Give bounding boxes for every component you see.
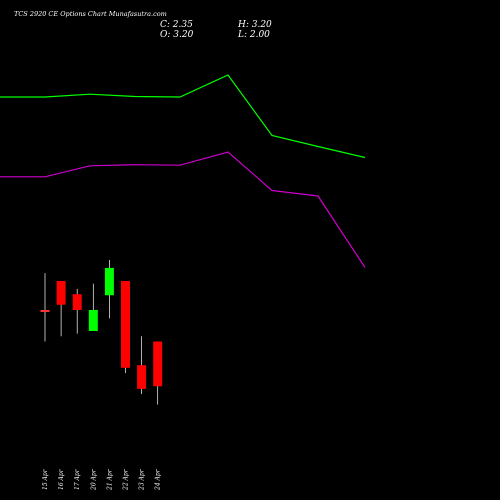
lower-indicator-line: [0, 151, 366, 268]
candle-body: [121, 281, 130, 368]
indicator-lines: [0, 74, 366, 268]
candle-body: [72, 294, 82, 310]
high-readout: H: 3.20: [237, 20, 272, 30]
x-tick-label: 16 Apr: [58, 468, 65, 490]
candle-body: [153, 341, 163, 387]
candle-body: [137, 365, 147, 389]
low-readout: L: 2.00: [237, 30, 270, 40]
candle: [153, 341, 163, 405]
x-tick-label: 24 Apr: [155, 468, 162, 491]
candle-body: [88, 309, 98, 332]
candle: [56, 281, 66, 337]
open-readout: O: 3.20: [160, 30, 194, 40]
x-tick-label: 20 Apr: [90, 468, 97, 491]
candle: [88, 283, 98, 332]
candle-body: [56, 281, 66, 305]
candle: [40, 273, 50, 342]
candle-body: [40, 309, 50, 312]
x-tick-label: 21 Apr: [106, 468, 113, 491]
x-tick-label: 23 Apr: [139, 468, 146, 491]
x-tick-label: 17 Apr: [74, 468, 81, 490]
candle-body: [104, 267, 114, 296]
close-readout: C: 2.35: [160, 20, 193, 30]
candle: [72, 288, 82, 334]
candle: [121, 281, 130, 374]
candle: [104, 260, 114, 319]
candlesticks: [40, 260, 163, 405]
candle: [137, 336, 147, 395]
chart-title: TCS 2920 CE Options Chart Munafasutra.co…: [14, 10, 167, 18]
x-tick-label: 15 Apr: [42, 468, 49, 490]
x-tick-label: 22 Apr: [123, 468, 130, 491]
x-axis-labels: 15 Apr 16 Apr 17 Apr 20 Apr 21 Apr 22 Apr 23 A…: [42, 468, 162, 491]
upper-indicator-line: [0, 74, 366, 159]
